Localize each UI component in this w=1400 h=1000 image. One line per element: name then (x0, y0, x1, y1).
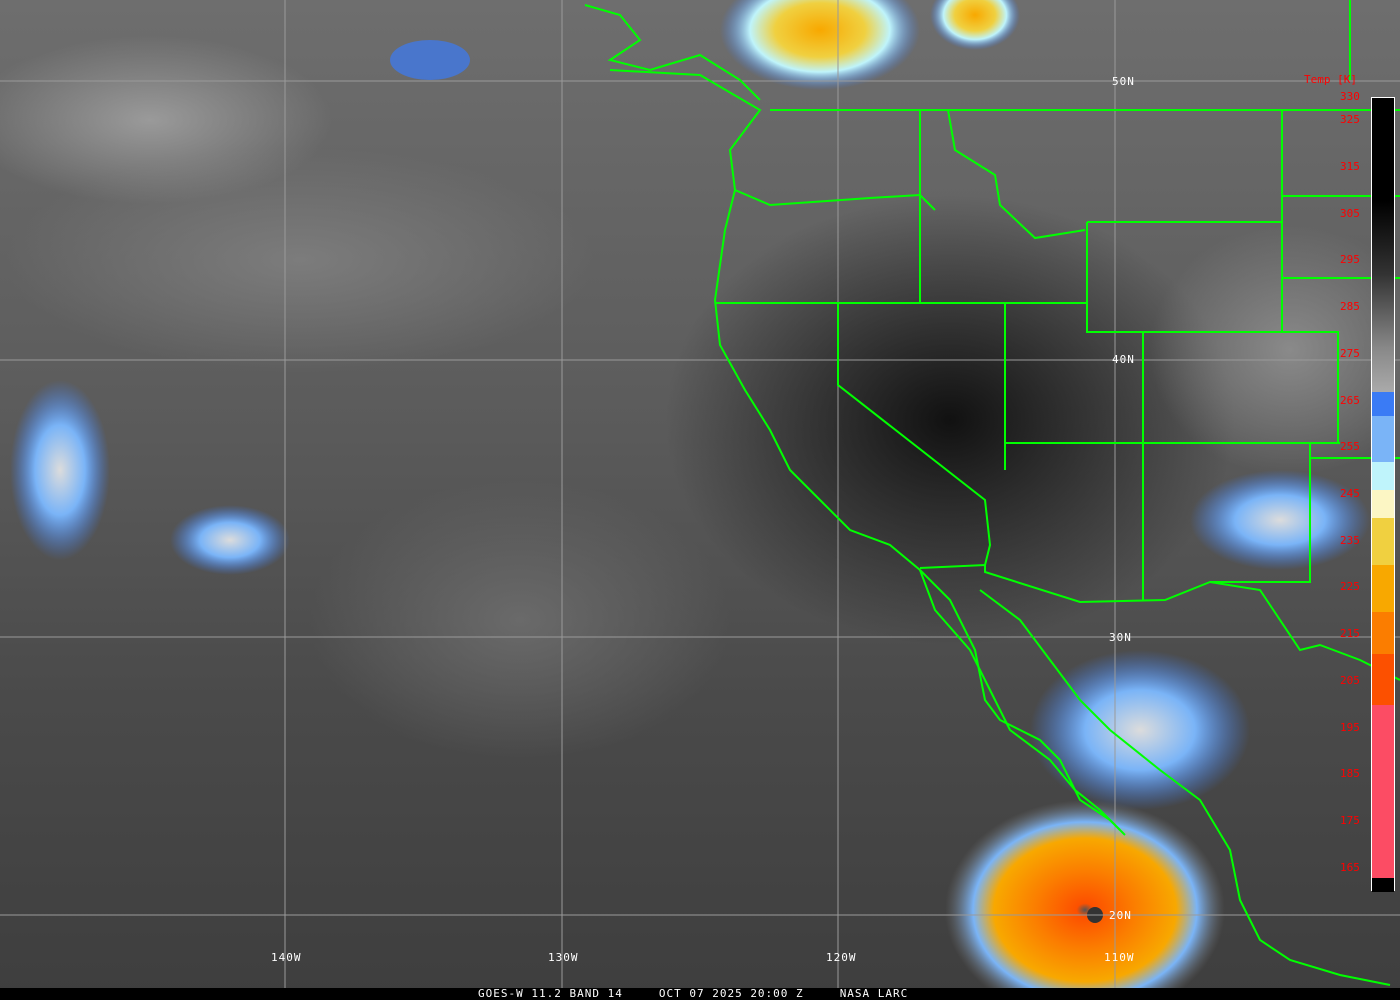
colorbar-tick-label: 205 (1340, 673, 1360, 687)
lat-label-30n: 30N (1109, 631, 1132, 644)
canada-coast (584, 4, 761, 101)
lon-label-110w: 110W (1104, 951, 1135, 964)
caption-satellite: GOES-W 11.2 BAND 14 (478, 987, 623, 1000)
colorbar-tick-label: 215 (1340, 627, 1360, 641)
colorbar-tick-label: 325 (1340, 113, 1360, 127)
colorbar-band (1372, 98, 1394, 393)
colorbar-tick-label: 315 (1340, 160, 1360, 174)
wy-box (1086, 221, 1283, 333)
cloud-mexico (1030, 650, 1250, 810)
cloud-features (10, 0, 1370, 1000)
cloud-nw (390, 40, 470, 80)
cloud-north-2 (930, 0, 1020, 50)
colorbar-title: Temp [K] (1304, 73, 1357, 86)
wa-or-border (734, 189, 936, 211)
colorbar-tick-label: 305 (1340, 206, 1360, 220)
cloud-west (10, 380, 110, 560)
colorbar-band (1372, 518, 1394, 566)
cloud-north (720, 0, 920, 90)
baja-peninsula (919, 569, 1121, 831)
lat-label-20n: 20N (1109, 909, 1132, 922)
co-box (1143, 331, 1339, 443)
colorbar-tick-label: 225 (1340, 580, 1360, 594)
hurricane (945, 800, 1225, 1000)
colorbar-band (1372, 705, 1394, 878)
caption-source: NASA LARC (839, 987, 909, 1000)
colorbar-tick-label: 175 (1340, 813, 1360, 827)
id-mt-border (947, 109, 1086, 240)
cloud-west-2 (170, 505, 290, 575)
colorbar-band (1372, 611, 1394, 654)
colorbar-band (1372, 490, 1394, 519)
colorbar (1371, 97, 1395, 892)
nm-tx-border (1210, 443, 1311, 583)
ca-nv-border (837, 303, 992, 566)
colorbar-tick-label: 295 (1340, 253, 1360, 267)
cloud-southwest-us (1190, 470, 1370, 570)
colorbar-band (1372, 877, 1394, 892)
lat-label-50n: 50N (1112, 75, 1135, 88)
colorbar-tick-label: 285 (1340, 300, 1360, 314)
caption-datetime: OCT 07 2025 20:00 Z (658, 987, 804, 1000)
colorbar-band (1372, 415, 1394, 463)
colorbar-tick-label: 195 (1340, 720, 1360, 734)
colorbar-tick-label: 330 (1340, 90, 1360, 103)
lon-label-120w: 120W (826, 951, 857, 964)
lon-label-140w: 140W (271, 951, 302, 964)
colorbar-tick-label: 235 (1340, 533, 1360, 547)
lon-label-130w: 130W (548, 951, 579, 964)
colorbar-tick-label: 275 (1340, 346, 1360, 360)
colorbar-band (1372, 462, 1394, 491)
colorbar-tick-label: 245 (1340, 487, 1360, 500)
colorbar-band (1372, 653, 1394, 706)
colorbar-tick-label: 165 (1340, 860, 1360, 874)
colorbar-band (1372, 392, 1394, 416)
coastline (609, 69, 1126, 836)
colorbar-tick-label: 265 (1340, 393, 1360, 407)
lat-label-40n: 40N (1112, 353, 1135, 366)
colorbar-band (1372, 565, 1394, 612)
colorbar-tick-label: 185 (1340, 767, 1360, 781)
mexico-mainland-coast (979, 589, 1391, 986)
borders (584, 0, 1400, 986)
colorbar-tick-label: 255 (1340, 440, 1360, 454)
image-caption: GOES-W 11.2 BAND 14 OCT 07 2025 20:00 Z NA… (0, 988, 1400, 1000)
